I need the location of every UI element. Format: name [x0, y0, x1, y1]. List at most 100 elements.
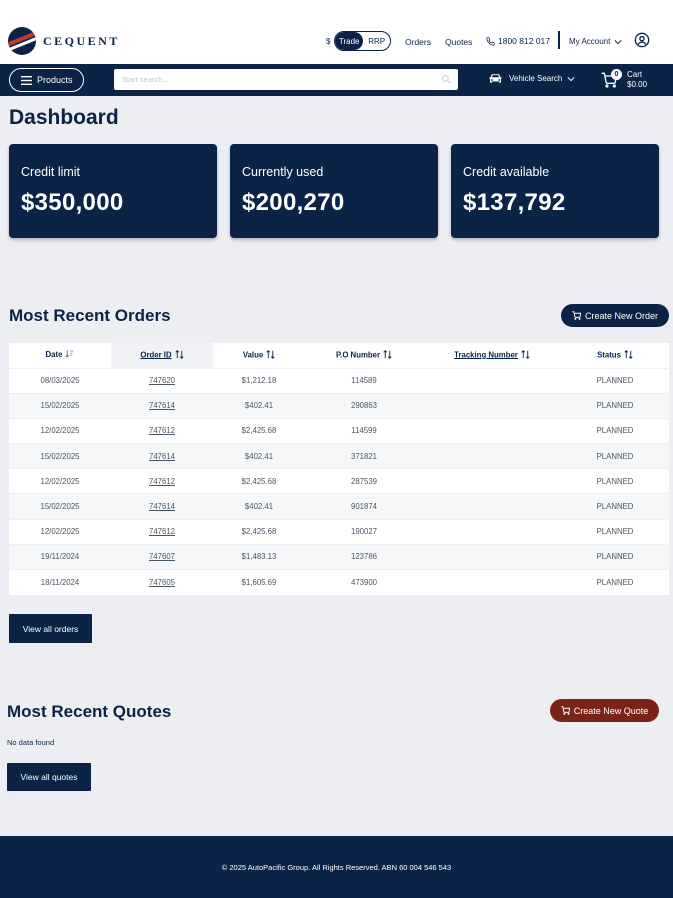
shopping-cart-icon: [561, 706, 570, 715]
column-header-date[interactable]: Date: [9, 343, 111, 368]
date-cell: 12/02/2025: [9, 417, 111, 444]
cequent-logo[interactable]: CEQUENT: [8, 27, 120, 55]
view-all-quotes-button[interactable]: View all quotes: [7, 763, 91, 791]
credit-available-card: Credit available $137,792: [451, 144, 659, 238]
table-row[interactable]: 12/02/2025 747612 $2,425.68 114599 PLANNED: [9, 417, 669, 444]
view-all-orders-button[interactable]: View all orders: [9, 614, 92, 643]
card-value: $137,792: [463, 189, 566, 216]
table-row[interactable]: 15/02/2025 747614 $402.41 290863 PLANNED: [9, 392, 669, 419]
status-cell: PLANNED: [561, 443, 669, 469]
cart-button[interactable]: 0 Cart $0.00: [601, 69, 648, 90]
column-header-order-id[interactable]: Order ID: [111, 343, 213, 368]
create-new-quote-label: Create New Quote: [573, 705, 649, 716]
header-divider: [558, 31, 560, 49]
card-value: $200,270: [242, 189, 345, 216]
table-row[interactable]: 18/11/2024 747605 $1,605.69 473900 PLANNED: [9, 568, 669, 595]
chevron-down-icon: [567, 76, 575, 81]
column-header-value[interactable]: Value: [213, 343, 305, 368]
value-cell: $402.41: [213, 493, 305, 520]
cart-total: $0.00: [627, 80, 648, 89]
tracking-number-cell: [423, 468, 561, 494]
recent-quotes-title: Most Recent Quotes: [7, 702, 172, 721]
vehicle-search-menu[interactable]: Vehicle Search: [488, 73, 575, 84]
cart-count-badge: 0: [611, 69, 622, 80]
date-cell: 15/02/2025: [9, 493, 111, 520]
column-header-status[interactable]: Status: [561, 343, 669, 368]
po-number-cell: 901874: [305, 493, 423, 520]
order-id-link[interactable]: 747605: [148, 577, 176, 587]
products-menu-button[interactable]: Products: [9, 68, 84, 92]
currently-used-card: Currently used $200,270: [230, 144, 438, 238]
hamburger-menu-icon: [21, 75, 32, 85]
po-number-cell: 123786: [305, 543, 423, 570]
table-row[interactable]: 12/02/2025 747612 $2,425.68 287539 PLANNED: [9, 468, 669, 494]
table-row[interactable]: 15/02/2025 747614 $402.41 371821 PLANNED: [9, 443, 669, 469]
orders-table-body: 08/03/2025 747620 $1,212.18 114589 PLANNED 15…: [9, 367, 669, 595]
trade-price-option[interactable]: Trade: [335, 32, 363, 50]
search-input[interactable]: [114, 69, 434, 90]
order-id-link[interactable]: 747612: [148, 426, 176, 436]
order-id-link[interactable]: 747620: [148, 376, 176, 386]
order-id-link[interactable]: 747612: [148, 476, 176, 486]
table-row[interactable]: 08/03/2025 747620 $1,212.18 114589 PLANNED: [9, 367, 669, 394]
create-new-order-button[interactable]: Create New Order: [561, 304, 669, 327]
tracking-number-cell: [423, 568, 561, 595]
nav-orders-link[interactable]: Orders: [405, 37, 431, 47]
po-number-cell: 190027: [305, 518, 423, 545]
value-cell: $2,425.68: [213, 468, 305, 494]
po-number-cell: 290863: [305, 392, 423, 419]
order-id-cell: 747614: [111, 493, 213, 520]
order-id-link[interactable]: 747614: [148, 502, 176, 512]
date-cell: 18/11/2024: [9, 568, 111, 595]
credit-limit-card: Credit limit $350,000: [9, 144, 217, 238]
vehicle-search-label: Vehicle Search: [509, 74, 563, 83]
value-cell: $1,212.18: [213, 367, 305, 394]
sort-icon: [521, 349, 530, 361]
po-number-cell: 473900: [305, 568, 423, 595]
products-label: Products: [37, 75, 73, 85]
order-id-cell: 747605: [111, 568, 213, 595]
status-cell: PLANNED: [561, 417, 669, 444]
rrp-price-option[interactable]: RRP: [368, 36, 386, 46]
order-id-link[interactable]: 747614: [148, 451, 176, 461]
recent-orders-title: Most Recent Orders: [9, 306, 171, 325]
user-avatar-icon[interactable]: [634, 32, 650, 48]
column-header-po-number[interactable]: P.O Number: [305, 343, 423, 368]
tracking-number-cell: [423, 443, 561, 469]
phone-contact[interactable]: 1800 812 017: [486, 36, 550, 46]
value-cell: $402.41: [213, 443, 305, 469]
status-cell: PLANNED: [561, 568, 669, 595]
quotes-empty-text: No data found: [7, 738, 55, 747]
order-id-link[interactable]: 747614: [148, 401, 176, 411]
value-cell: $1,483.13: [213, 543, 305, 570]
column-header-tracking-number[interactable]: Tracking Number: [423, 343, 561, 368]
shopping-cart-icon: [572, 311, 581, 320]
table-row[interactable]: 12/02/2025 747612 $2,425.68 190027 PLANNED: [9, 518, 669, 545]
search-icon[interactable]: [441, 74, 451, 84]
status-cell: PLANNED: [561, 493, 669, 520]
order-id-cell: 747620: [111, 367, 213, 394]
page-footer: © 2025 AutoPacific Group. All Rights Res…: [0, 836, 673, 898]
order-id-cell: 747612: [111, 518, 213, 545]
order-id-cell: 747612: [111, 417, 213, 444]
table-row[interactable]: 19/11/2024 747607 $1,483.13 123786 PLANNED: [9, 543, 669, 570]
create-new-order-label: Create New Order: [584, 310, 659, 321]
order-id-cell: 747614: [111, 443, 213, 469]
my-account-menu[interactable]: My Account: [569, 37, 622, 46]
chevron-down-icon: [614, 39, 622, 44]
value-cell: $402.41: [213, 392, 305, 419]
table-row[interactable]: 15/02/2025 747614 $402.41 901874 PLANNED: [9, 493, 669, 520]
price-toggle-switch[interactable]: Trade RRP: [334, 31, 392, 51]
po-number-cell: 287539: [305, 468, 423, 494]
create-new-quote-button[interactable]: Create New Quote: [550, 699, 659, 722]
date-cell: 08/03/2025: [9, 367, 111, 394]
nav-quotes-link[interactable]: Quotes: [445, 37, 473, 47]
status-cell: PLANNED: [561, 392, 669, 419]
phone-number: 1800 812 017: [498, 36, 550, 46]
order-id-link[interactable]: 747607: [148, 552, 176, 562]
car-icon: [489, 74, 502, 83]
price-mode-toggle: $ Trade RRP: [326, 31, 392, 51]
tracking-number-cell: [423, 543, 561, 570]
order-id-link[interactable]: 747612: [148, 527, 176, 537]
main-navbar: Products Vehicle Search 0 Cart $0.00: [0, 64, 673, 96]
